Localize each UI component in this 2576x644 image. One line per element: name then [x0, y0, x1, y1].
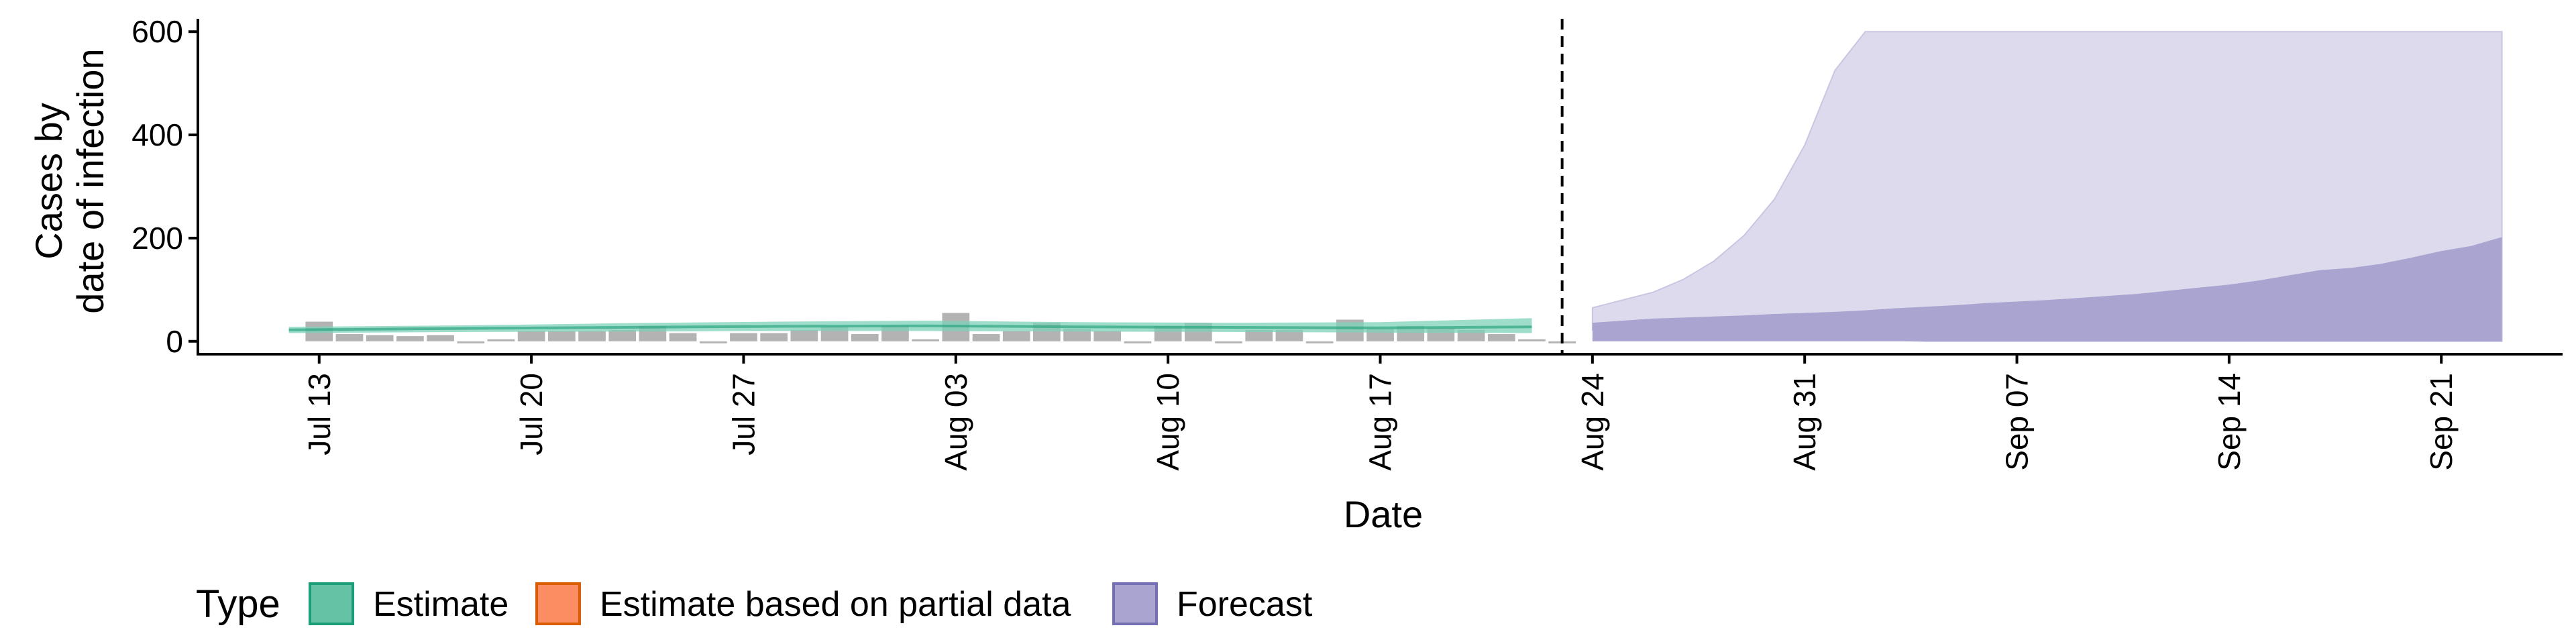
y-tick-label: 0 [166, 324, 183, 359]
legend-title: Type [196, 582, 280, 626]
x-tick-label: Aug 24 [1575, 373, 1610, 471]
observed-case-bar [790, 329, 818, 341]
x-tick-label: Aug 10 [1150, 373, 1185, 471]
legend: Type Estimate Estimate based on partial … [196, 582, 1313, 626]
forecast-inner-band [1592, 237, 2502, 341]
y-tick-label: 200 [131, 221, 183, 256]
legend-label-forecast: Forecast [1177, 585, 1313, 624]
observed-case-bar [1215, 341, 1242, 343]
x-axis-ticks: Jul 13 Jul 20 Jul 27 Aug 03 Aug 10 Aug 17 Aug … [302, 354, 2459, 471]
x-tick-label: Jul 13 [302, 373, 337, 455]
observed-case-bar [760, 333, 788, 341]
y-axis-title: Cases by date of infection [28, 48, 111, 313]
observed-case-bar [912, 339, 939, 341]
y-tick-label: 600 [131, 14, 183, 49]
x-tick-label: Sep 07 [2000, 373, 2035, 471]
observed-case-bar [1093, 331, 1122, 341]
plot-area [288, 19, 2503, 354]
observed-case-bar [396, 336, 424, 341]
legend-swatch-estimate [309, 582, 354, 625]
observed-case-bar [1245, 329, 1273, 341]
observed-case-bar [730, 333, 757, 341]
x-tick-label: Aug 31 [1787, 373, 1822, 471]
observed-case-bar [1518, 339, 1546, 341]
observed-case-bar [578, 331, 606, 341]
x-tick-label: Aug 03 [938, 373, 973, 471]
estimate-median-line [288, 324, 1532, 331]
axes: 0 200 400 600 Jul 13 Jul 20 Jul 27 Aug 03 Aug 1… [131, 14, 2563, 471]
x-axis-title: Date [1344, 493, 1423, 535]
forecast-inner-band-layer [1592, 237, 2502, 341]
observed-case-bar [517, 331, 545, 341]
x-tick-label: Jul 20 [514, 373, 549, 455]
legend-swatch-forecast [1112, 582, 1158, 625]
legend-swatch-partial-estimate [535, 582, 581, 625]
observed-case-bar [851, 334, 879, 341]
observed-case-bar [487, 339, 515, 341]
observed-case-bar [608, 329, 637, 341]
observed-case-bar [1063, 329, 1091, 341]
estimate-layer [288, 318, 1532, 333]
x-tick-label: Aug 17 [1363, 373, 1398, 471]
observed-case-bar [427, 335, 454, 341]
observed-case-bar [457, 341, 485, 343]
observed-case-bar [699, 341, 727, 343]
observed-case-bar [1487, 334, 1515, 341]
x-tick-label: Sep 14 [2212, 373, 2247, 471]
observed-case-bar [335, 334, 364, 341]
y-axis-title-line-2: date of infection [69, 48, 111, 313]
observed-case-bar [1002, 331, 1030, 341]
x-tick-label: Sep 21 [2424, 373, 2459, 471]
observed-case-bar [972, 334, 1000, 341]
observed-case-bar [366, 335, 394, 341]
observed-case-bar [1124, 341, 1152, 343]
observed-case-bar [548, 331, 576, 341]
y-axis-title-line-1: Cases by [28, 103, 70, 259]
observed-case-bar [1275, 329, 1303, 341]
legend-label-estimate: Estimate [373, 585, 508, 624]
observed-case-bar [669, 333, 697, 341]
y-tick-label: 400 [131, 117, 183, 152]
x-tick-label: Jul 27 [727, 373, 761, 455]
y-axis-ticks: 0 200 400 600 [131, 14, 198, 359]
observed-case-bar [1305, 341, 1334, 343]
legend-label-partial-estimate: Estimate based on partial data [600, 585, 1071, 624]
